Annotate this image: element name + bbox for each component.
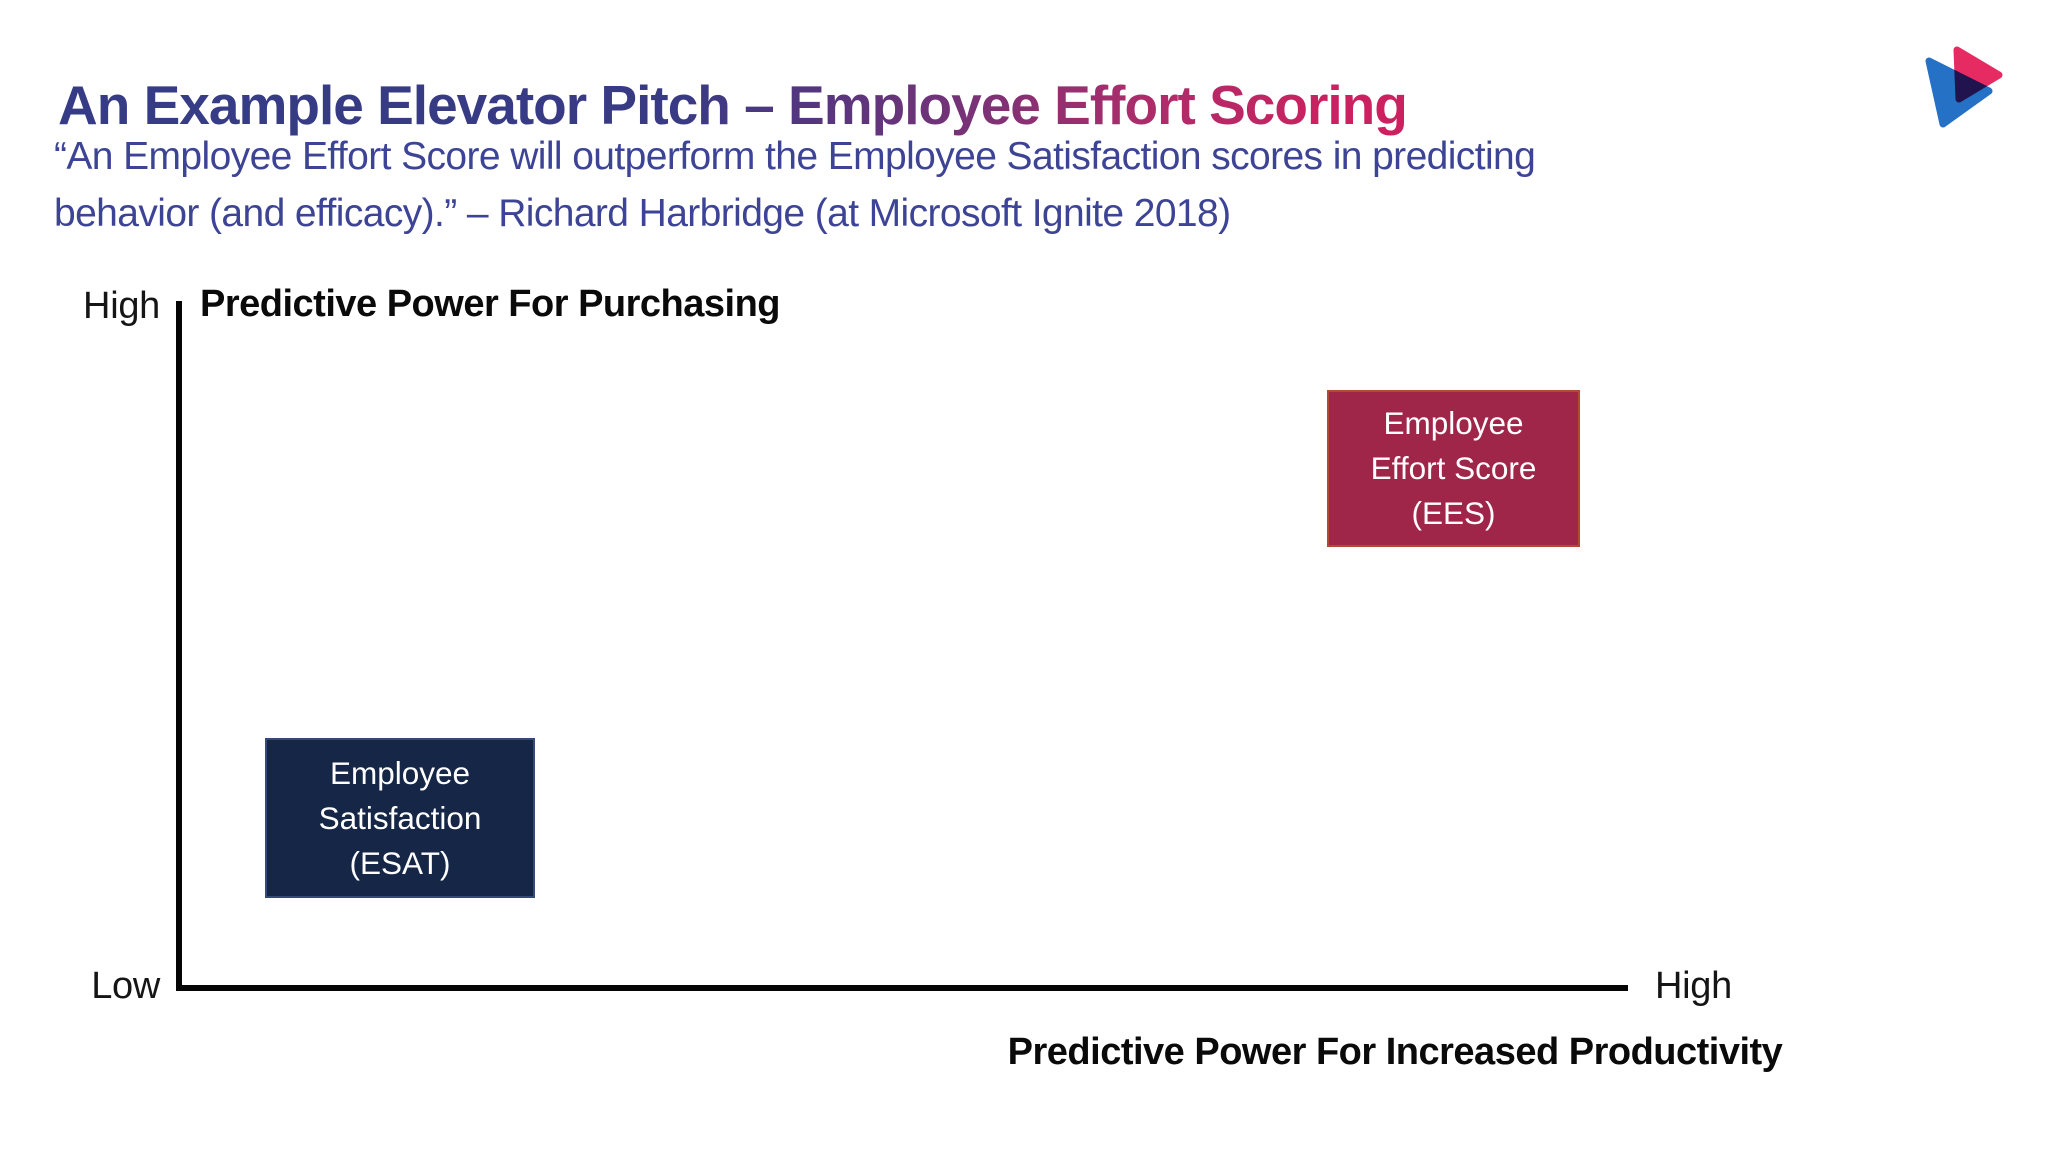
y-axis-title: Predictive Power For Purchasing	[200, 283, 781, 325]
y-axis-line	[176, 301, 182, 991]
overlapping-play-triangles-logo	[1925, 46, 2003, 128]
logo-blue-triangle-icon	[1925, 57, 1993, 128]
ees-box-line: Effort Score	[1370, 450, 1537, 486]
quote-line-1: “An Employee Effort Score will outperfor…	[54, 135, 1536, 178]
esat-box: Employee Satisfaction (ESAT)	[265, 738, 535, 898]
quote-block: “An Employee Effort Score will outperfor…	[54, 128, 1536, 242]
y-axis-high-label: High	[83, 285, 160, 327]
esat-box-line: (ESAT)	[349, 844, 451, 881]
ees-box-line: Employee	[1383, 405, 1524, 441]
y-axis-low-label: Low	[91, 965, 160, 1007]
ees-box-line: (EES)	[1411, 495, 1496, 531]
ees-box: Employee Effort Score (EES)	[1327, 390, 1580, 547]
esat-box-line: Satisfaction	[318, 799, 482, 836]
x-axis-title: Predictive Power For Increased Productiv…	[1007, 1031, 1783, 1073]
esat-box-line: Employee	[329, 754, 471, 791]
x-axis-high-label: High	[1655, 965, 1732, 1007]
quote-line-2: behavior (and efficacy).” – Richard Harb…	[54, 192, 1231, 235]
slide-title: An Example Elevator Pitch – Employee Eff…	[58, 73, 1408, 136]
x-axis-line	[176, 985, 1628, 991]
